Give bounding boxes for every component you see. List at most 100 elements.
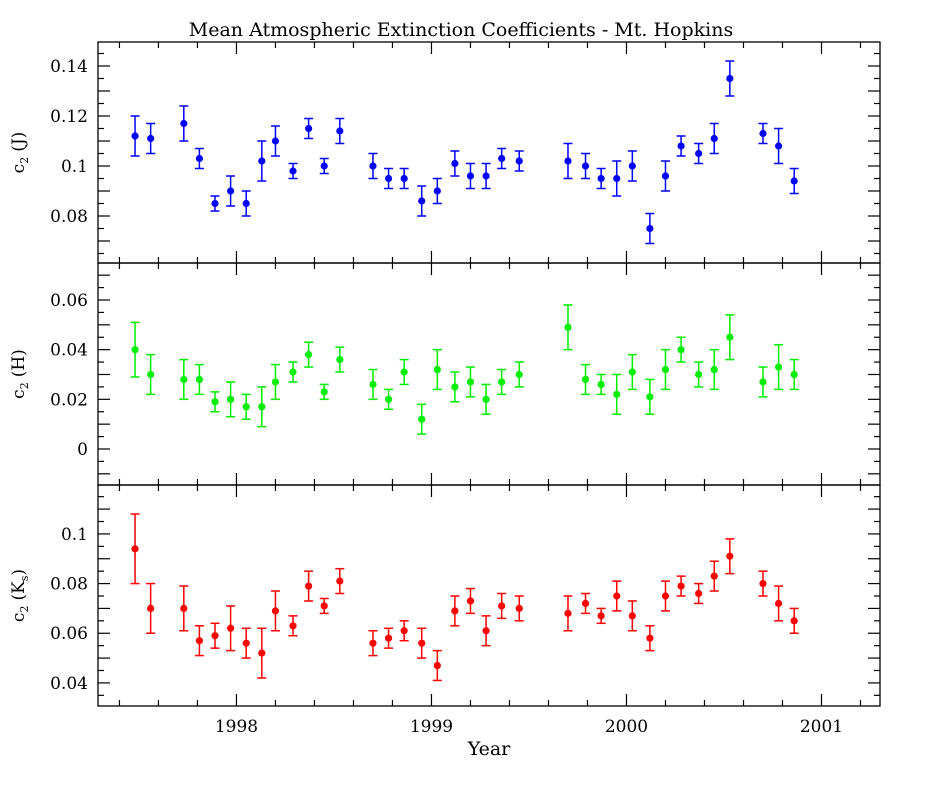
data-point [211, 632, 219, 640]
data-point [695, 589, 703, 598]
y-label-band: (K [9, 581, 29, 601]
data-point [320, 602, 328, 610]
data-point [289, 167, 297, 175]
data-point [759, 579, 767, 588]
data-point [433, 365, 441, 374]
data-point [646, 634, 654, 642]
data-point [451, 159, 459, 168]
data-point [613, 174, 621, 183]
data-point [271, 137, 280, 145]
data-point [418, 639, 426, 647]
data-point [147, 604, 155, 613]
data-point [646, 224, 654, 233]
data-point [628, 162, 636, 170]
data-point [451, 607, 459, 615]
data-point [710, 572, 718, 580]
y-tick-label: 0.1 [61, 525, 88, 545]
data-point [211, 199, 219, 208]
data-point [336, 577, 344, 585]
data-point [790, 370, 798, 379]
data-point [597, 612, 605, 620]
data-point [564, 609, 572, 617]
data-point [498, 602, 506, 610]
data-point [227, 187, 235, 195]
data-point [418, 415, 426, 423]
series-j [130, 60, 799, 245]
data-point [466, 378, 475, 386]
data-point [271, 378, 280, 386]
y-label-band: (J) [9, 132, 29, 152]
data-point [597, 174, 605, 183]
data-point [384, 634, 393, 642]
data-point [369, 639, 377, 647]
x-axis-label: Year [467, 738, 511, 760]
data-point [695, 370, 703, 379]
y-label-subscript: 2 [18, 606, 31, 613]
y-tick-label: 0.04 [50, 674, 88, 694]
y-tick-label: 0.08 [50, 207, 88, 227]
data-point [289, 622, 297, 630]
y-tick-label: 0.06 [50, 624, 88, 644]
x-tick-label: 1998 [215, 717, 258, 737]
data-point [628, 368, 636, 376]
y-tick-label: 0.14 [50, 57, 88, 77]
y-axis-label: c2 (Ks) [9, 569, 31, 622]
data-point [131, 346, 139, 354]
data-point [695, 149, 703, 158]
y-label-subscript: 2 [18, 157, 31, 164]
data-point [790, 617, 798, 625]
data-point [710, 134, 718, 143]
y-axis-label: c2 (J) [9, 132, 31, 174]
data-point [774, 363, 783, 371]
data-point [433, 661, 441, 670]
data-point [195, 375, 204, 384]
data-point [433, 187, 441, 195]
panel-h: 0 0.02 0.04 0.06 c2 (H) [9, 262, 881, 486]
data-point [258, 157, 266, 165]
y-tick-label: 0.08 [50, 575, 88, 595]
y-label-symbol: c [9, 613, 29, 623]
data-point [195, 637, 204, 645]
data-point [418, 197, 426, 205]
panel-frame [97, 41, 881, 264]
data-point [774, 599, 783, 608]
data-point [726, 552, 734, 560]
data-point [336, 127, 344, 135]
data-point [677, 142, 685, 150]
data-point [661, 592, 670, 600]
data-point [258, 649, 266, 657]
data-point [759, 378, 767, 386]
data-point [369, 162, 377, 170]
data-point [726, 74, 734, 83]
data-point [242, 639, 250, 647]
data-point [242, 403, 250, 411]
data-point [271, 607, 280, 615]
data-point [482, 172, 490, 180]
data-point [384, 174, 393, 183]
data-point [131, 545, 139, 553]
data-point [384, 395, 393, 403]
data-point [515, 370, 523, 379]
y-label-band: (H) [9, 349, 29, 377]
data-point [147, 370, 155, 379]
y-tick-label: 0 [77, 440, 88, 460]
data-point [466, 597, 475, 605]
data-point [466, 172, 475, 180]
data-point [498, 378, 506, 386]
data-point [147, 134, 155, 143]
data-point [482, 627, 490, 635]
data-point [242, 199, 250, 208]
data-point [258, 403, 266, 411]
y-tick-label: 0.06 [50, 291, 88, 311]
y-label-subscript: 2 [18, 382, 31, 389]
x-tick-label: 2001 [800, 717, 843, 737]
data-point [336, 355, 344, 364]
data-point [180, 119, 188, 128]
data-point [320, 388, 328, 396]
data-point [677, 582, 685, 590]
x-tick-label: 1999 [410, 717, 453, 737]
data-point [581, 599, 590, 608]
data-point [646, 393, 654, 401]
panels: 0.080.10.120.14c2(J)00.020.040.06c2(H)0.… [9, 41, 881, 707]
